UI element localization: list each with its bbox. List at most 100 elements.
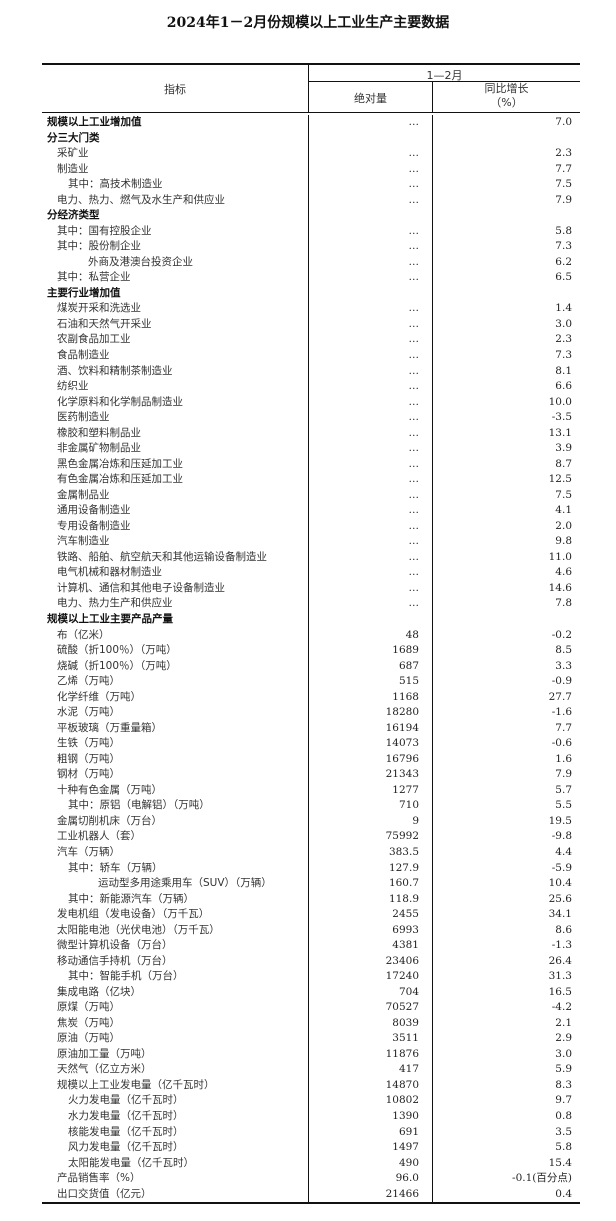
absolute-value: … <box>408 550 420 563</box>
absolute-value: … <box>408 535 420 548</box>
table-row: 出口交货值（亿元） 21466 0.4 <box>42 1187 580 1203</box>
table-row: 电气机械和器材制造业 … 4.6 <box>42 565 580 581</box>
yoy-growth: 1.4 <box>555 302 572 315</box>
table-row: 水力发电量（亿千瓦时） 1390 0.8 <box>42 1109 580 1125</box>
table-row: 工业机器人（套） 75992 -9.8 <box>42 829 580 845</box>
table-row: 电力、热力、燃气及水生产和供应业 … 7.9 <box>42 193 580 209</box>
header-yoy-line2: （%） <box>490 96 523 109</box>
table-row: 粗钢（万吨） 16796 1.6 <box>42 752 580 768</box>
row-label: 非金属矿物制品业 <box>57 442 141 455</box>
absolute-value: 383.5 <box>388 845 419 858</box>
absolute-value: … <box>408 519 420 532</box>
table-row: 汽车（万辆） 383.5 4.4 <box>42 845 580 861</box>
yoy-growth: 0.4 <box>555 1187 572 1200</box>
row-label: 火力发电量（亿千瓦时） <box>68 1094 184 1107</box>
absolute-value: … <box>408 411 420 424</box>
yoy-growth: 2.9 <box>555 1032 572 1045</box>
table-row: 外商及港澳台投资企业 … 6.2 <box>42 255 580 271</box>
table-row: 风力发电量（亿千瓦时） 1497 5.8 <box>42 1140 580 1156</box>
absolute-value: 21343 <box>385 768 419 781</box>
yoy-growth: -5.9 <box>551 861 572 874</box>
row-label: 水泥（万吨） <box>57 706 120 719</box>
yoy-growth: 13.1 <box>548 426 572 439</box>
row-label: 平板玻璃（万重量箱） <box>57 721 162 734</box>
row-label: 分经济类型 <box>47 209 100 222</box>
row-label: 原油（万吨） <box>57 1032 120 1045</box>
row-label: 电力、热力、燃气及水生产和供应业 <box>57 193 225 206</box>
table-row: 规模以上工业发电量（亿千瓦时） 14870 8.3 <box>42 1078 580 1094</box>
row-label: 制造业 <box>57 162 89 175</box>
yoy-growth: -3.5 <box>551 411 572 424</box>
yoy-growth: 6.2 <box>555 255 572 268</box>
yoy-growth: 5.8 <box>555 224 572 237</box>
row-label: 钢材（万吨） <box>57 768 120 781</box>
table-row: 钢材（万吨） 21343 7.9 <box>42 767 580 783</box>
absolute-value: 710 <box>398 799 419 812</box>
row-label: 主要行业增加值 <box>47 286 121 299</box>
yoy-growth: 3.5 <box>555 1125 572 1138</box>
row-label: 汽车制造业 <box>57 535 110 548</box>
absolute-value: 4381 <box>392 939 419 952</box>
row-label: 布（亿米） <box>57 628 110 641</box>
absolute-value: 1689 <box>392 644 419 657</box>
absolute-value: … <box>408 240 420 253</box>
table-row: 其中：国有控股企业 … 5.8 <box>42 224 580 240</box>
table-row: 计算机、通信和其他电子设备制造业 … 14.6 <box>42 581 580 597</box>
yoy-growth: 2.3 <box>555 333 572 346</box>
row-label: 金属切削机床（万台） <box>57 814 162 827</box>
row-label: 太阳能电池（光伏电池）（万千瓦） <box>57 923 220 936</box>
row-label: 规模以上工业增加值 <box>47 116 142 128</box>
yoy-growth: 7.3 <box>555 240 572 253</box>
table-row: 化学纤维（万吨） 1168 27.7 <box>42 690 580 706</box>
table-row: 铁路、船舶、航空航天和其他运输设备制造业 … 11.0 <box>42 550 580 566</box>
yoy-growth: 7.8 <box>555 597 572 610</box>
yoy-growth: -4.2 <box>551 1001 572 1014</box>
table-row: 其中：私营企业 … 6.5 <box>42 270 580 286</box>
row-label: 黑色金属冶炼和压延加工业 <box>57 457 183 470</box>
absolute-value: … <box>408 473 420 486</box>
column-divider <box>432 81 433 112</box>
absolute-value: 16796 <box>385 752 419 765</box>
row-label: 计算机、通信和其他电子设备制造业 <box>57 581 225 594</box>
yoy-growth: 7.7 <box>555 721 572 734</box>
yoy-growth: 9.8 <box>555 535 572 548</box>
absolute-value: … <box>408 488 420 501</box>
yoy-growth: 8.5 <box>555 644 572 657</box>
table-row: 发电机组（发电设备）（万千瓦） 2455 34.1 <box>42 907 580 923</box>
yoy-growth: 8.3 <box>555 1078 572 1091</box>
yoy-growth: 14.6 <box>548 581 572 594</box>
table-row: 火力发电量（亿千瓦时） 10802 9.7 <box>42 1093 580 1109</box>
table-row: 布（亿米） 48 -0.2 <box>42 628 580 644</box>
table-row: 金属切削机床（万台） 9 19.5 <box>42 814 580 830</box>
row-label: 原煤（万吨） <box>57 1001 120 1014</box>
table-row: 医药制造业 … -3.5 <box>42 410 580 426</box>
row-label: 其中：高技术制造业 <box>68 178 163 191</box>
yoy-growth: 10.0 <box>548 395 572 408</box>
table-row: 微型计算机设备（万台） 4381 -1.3 <box>42 938 580 954</box>
section-row: 规模以上工业主要产品产量 <box>42 612 580 628</box>
yoy-growth: 12.5 <box>548 473 572 486</box>
yoy-growth: 3.9 <box>555 442 572 455</box>
row-label: 其中：原铝（电解铝）（万吨） <box>68 799 210 812</box>
yoy-growth: 19.5 <box>548 814 572 827</box>
table-row: 有色金属冶炼和压延加工业 … 12.5 <box>42 472 580 488</box>
header-yoy: 同比增长 （%） <box>433 82 580 110</box>
table-row: 黑色金属冶炼和压延加工业 … 8.7 <box>42 457 580 473</box>
absolute-value: 17240 <box>385 970 419 983</box>
absolute-value: … <box>408 442 420 455</box>
row-label: 运动型多用途乘用车（SUV）（万辆） <box>98 877 272 890</box>
absolute-value: 9 <box>412 814 419 827</box>
absolute-value: … <box>408 457 420 470</box>
header-indicator: 指标 <box>164 83 186 96</box>
yoy-growth: 7.9 <box>555 768 572 781</box>
table-row: 集成电路（亿块） 704 16.5 <box>42 985 580 1001</box>
row-label: 通用设备制造业 <box>57 504 131 517</box>
row-label: 太阳能发电量（亿千瓦时） <box>68 1156 194 1169</box>
data-table: 指标 1—2月 绝对量 同比增长 （%） 规模以上工业增加值 … 7.0 分三大门类采… <box>42 63 580 1205</box>
row-label: 移动通信手持机（万台） <box>57 954 173 967</box>
absolute-value: … <box>408 302 420 315</box>
column-divider <box>308 115 309 1203</box>
row-label: 烧碱（折100％）（万吨） <box>57 659 177 672</box>
row-label: 工业机器人（套） <box>57 830 141 843</box>
table-row: 核能发电量（亿千瓦时） 691 3.5 <box>42 1125 580 1141</box>
